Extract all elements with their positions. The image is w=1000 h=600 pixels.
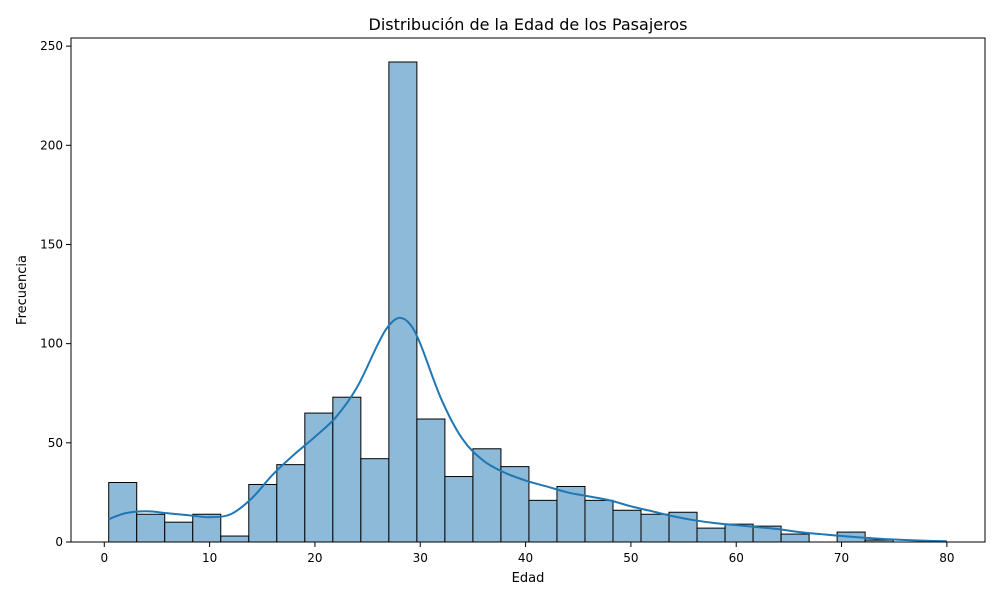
histogram-bar (612, 509, 642, 543)
y-tick-label: 0 (55, 535, 63, 549)
y-axis-ticks: 0 50 100 150 200 250 (40, 39, 71, 549)
x-tick-label: 10 (202, 551, 217, 565)
x-axis-ticks: 0 10 20 30 40 50 60 70 80 (100, 542, 955, 565)
histogram-bar (780, 533, 810, 543)
y-tick-label: 250 (40, 39, 63, 53)
histogram-bar (388, 61, 418, 543)
chart-title: Distribución de la Edad de los Pasajeros (369, 15, 688, 34)
x-tick-label: 30 (413, 551, 428, 565)
histogram-bar (164, 521, 194, 543)
histogram-bar (528, 499, 558, 543)
x-tick-label: 0 (100, 551, 108, 565)
histogram-bar (640, 513, 670, 543)
histogram-bar (416, 418, 446, 543)
x-tick-label: 50 (623, 551, 638, 565)
y-tick-label: 100 (40, 337, 63, 351)
histogram-bar (584, 499, 614, 543)
histogram-bar (332, 396, 362, 543)
y-tick-label: 50 (48, 436, 63, 450)
x-tick-label: 70 (834, 551, 849, 565)
x-axis-label: Edad (512, 571, 545, 586)
histogram-bar (192, 513, 222, 543)
plot-frame (70, 37, 986, 543)
y-tick-label: 200 (40, 138, 63, 152)
kde-line (108, 316, 947, 543)
histogram-bar (696, 527, 726, 543)
x-tick-label: 80 (939, 551, 954, 565)
histogram-bar (276, 464, 306, 543)
y-axis-label: Frecuencia (15, 255, 30, 325)
histogram-bar (444, 476, 474, 543)
histogram-bar (220, 535, 250, 543)
x-tick-label: 20 (307, 551, 322, 565)
histogram-bar (136, 513, 166, 543)
histogram-bar (360, 458, 390, 543)
histogram-bar (500, 466, 530, 543)
y-tick-label: 150 (40, 237, 63, 251)
x-tick-label: 60 (729, 551, 744, 565)
x-tick-label: 40 (518, 551, 533, 565)
histogram-bar (248, 483, 278, 543)
